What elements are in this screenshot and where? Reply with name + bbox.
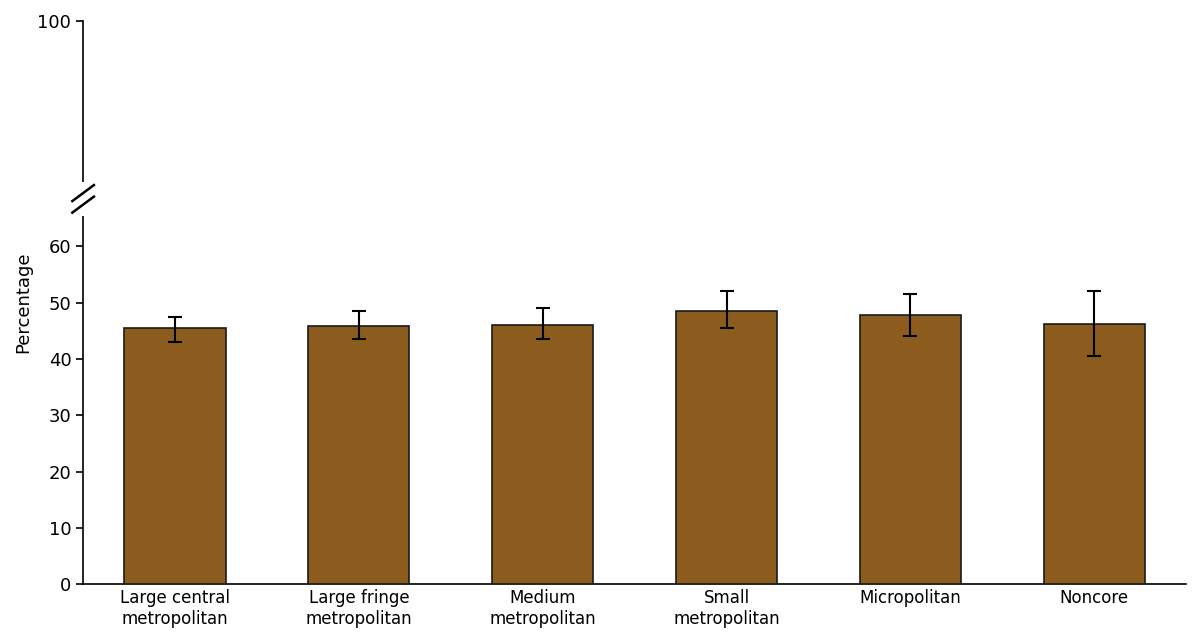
Bar: [308, 326, 409, 584]
Bar: [676, 311, 778, 584]
Y-axis label: Percentage: Percentage: [14, 252, 32, 353]
Bar: [1044, 324, 1145, 584]
Bar: [860, 315, 961, 584]
Bar: [492, 325, 593, 584]
Bar: [125, 328, 226, 584]
